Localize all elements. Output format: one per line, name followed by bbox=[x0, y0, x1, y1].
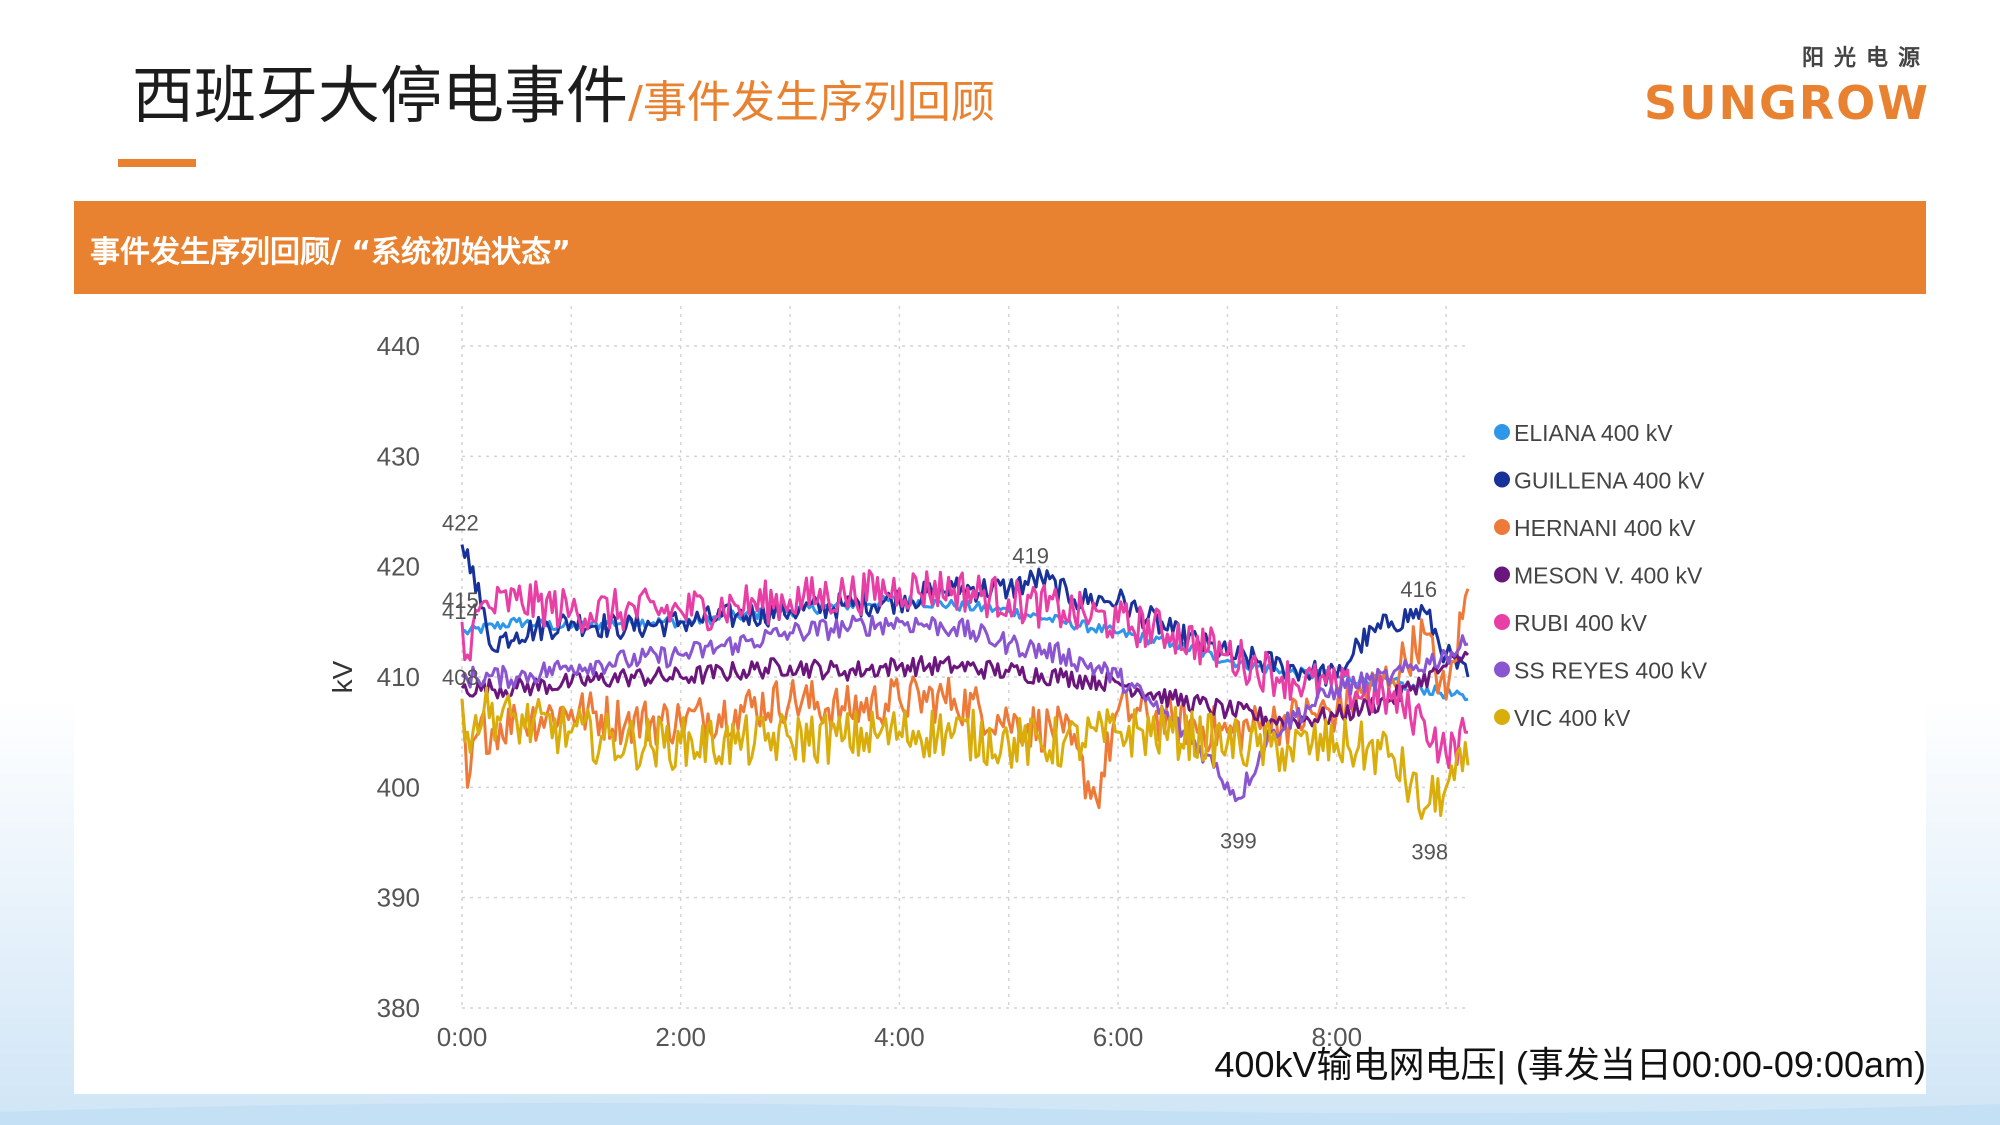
series-line-vic-400-kv bbox=[460, 686, 1470, 820]
legend-entry: MESON V. 400 kV bbox=[1514, 563, 1703, 589]
section-header-bar: 事件发生序列回顾/ “系统初始状态” bbox=[74, 201, 1926, 294]
legend-marker bbox=[1494, 614, 1510, 630]
data-label: 416 bbox=[1400, 577, 1437, 602]
series-line-ss-reyes-400-kv bbox=[460, 614, 1469, 803]
y-tick-label: 420 bbox=[377, 552, 420, 582]
section-header-label: 事件发生序列回顾/ “系统初始状态” bbox=[90, 235, 571, 270]
x-tick-label: 6:00 bbox=[1093, 1022, 1144, 1052]
sungrow-logo: 阳光电源 SUNGROW bbox=[1644, 40, 1930, 130]
data-label: 419 bbox=[1012, 544, 1049, 569]
page-title-main: 西班牙大停电事件 bbox=[132, 59, 629, 132]
legend-marker bbox=[1494, 424, 1510, 440]
data-label: 399 bbox=[1220, 828, 1257, 853]
data-label: 422 bbox=[442, 511, 479, 536]
y-tick-label: 390 bbox=[377, 883, 420, 913]
legend-marker bbox=[1494, 519, 1510, 535]
data-label: 398 bbox=[1411, 839, 1448, 864]
chart-caption: 400kV输电网电压| (事发当日00:00-09:00am) bbox=[1214, 1044, 1926, 1085]
y-tick-label: 380 bbox=[377, 993, 420, 1023]
x-tick-label: 2:00 bbox=[655, 1022, 706, 1052]
series-line-rubi-400-kv bbox=[460, 569, 1468, 770]
data-label: 415 bbox=[442, 588, 479, 613]
y-axis-label: kV bbox=[327, 660, 358, 693]
legend-marker bbox=[1494, 471, 1510, 488]
legend-entry: RUBI 400 kV bbox=[1514, 610, 1648, 636]
legend-entry: ELIANA 400 kV bbox=[1514, 420, 1673, 446]
y-tick-label: 440 bbox=[377, 331, 420, 361]
chart-panel: 380 390 400 410 420 430 440 0:00 2:00 4:00 6:00 8:0… bbox=[74, 294, 1926, 1094]
page-subtitle: /事件发生序列回顾 bbox=[628, 77, 995, 128]
legend-entry: VIC 400 kV bbox=[1514, 705, 1631, 731]
page-title: 西班牙大停电事件/事件发生序列回顾 bbox=[132, 59, 995, 132]
legend-entry: SS REYES 400 kV bbox=[1514, 658, 1708, 684]
y-tick-label: 400 bbox=[377, 772, 420, 802]
data-label: 408 bbox=[442, 665, 479, 690]
title-underline bbox=[118, 159, 196, 167]
data-label: 414 bbox=[442, 599, 479, 624]
voltage-line-chart: 380 390 400 410 420 430 440 0:00 2:00 4:00 6:00 8:0… bbox=[327, 306, 1708, 1052]
bottom-decoration bbox=[0, 1102, 2000, 1125]
logo-chinese-text: 阳光电源 bbox=[1801, 46, 1930, 71]
legend-marker bbox=[1494, 709, 1510, 725]
legend-entry: HERNANI 400 kV bbox=[1514, 515, 1696, 541]
logo-english-text: SUNGROW bbox=[1643, 76, 1930, 130]
legend-entry: GUILLENA 400 kV bbox=[1514, 468, 1705, 494]
x-tick-label: 8:00 bbox=[1311, 1022, 1362, 1052]
x-tick-label: 0:00 bbox=[437, 1022, 488, 1052]
y-tick-label: 430 bbox=[377, 441, 420, 471]
x-tick-label: 4:00 bbox=[874, 1022, 925, 1052]
legend-marker bbox=[1494, 661, 1510, 678]
legend-marker bbox=[1494, 566, 1510, 583]
y-tick-label: 410 bbox=[377, 662, 420, 692]
